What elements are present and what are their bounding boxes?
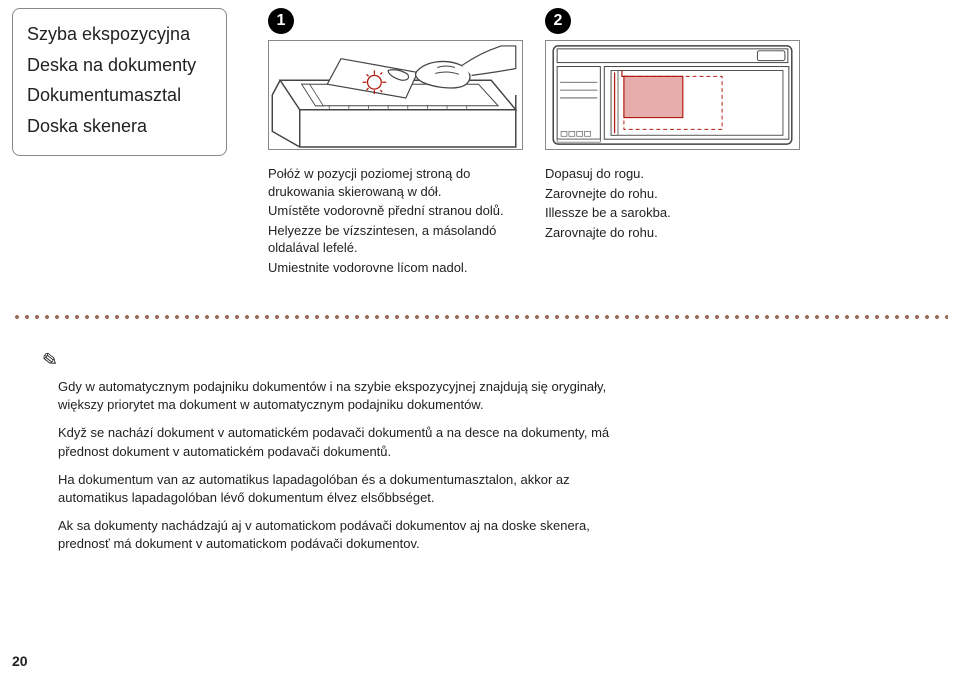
note-paragraph-1: Když se nachází dokument v automatickém …: [58, 424, 618, 460]
callout-box: Szyba ekspozycyjna Deska na dokumenty Do…: [12, 8, 227, 156]
step-1-illustration: [268, 40, 523, 150]
step1-caption-line-2: Helyezze be vízszintesen, a másolandó ol…: [268, 222, 523, 257]
callout-line-1: Deska na dokumenty: [27, 50, 212, 81]
pencil-icon: ✎: [37, 346, 60, 374]
callout-line-3: Doska skenera: [27, 111, 212, 142]
step1-caption-line-0: Połóż w pozycji poziomej stroną do druko…: [268, 165, 523, 200]
step1-caption-line-3: Umiestnite vodorovne lícom nadol.: [268, 259, 523, 277]
step2-caption-line-1: Zarovnejte do rohu.: [545, 185, 800, 203]
step-2-caption: Dopasuj do rogu. Zarovnejte do rohu. Ill…: [545, 165, 800, 243]
note-block: Gdy w automatycznym podajniku dokumentów…: [58, 378, 618, 564]
note-paragraph-0: Gdy w automatycznym podajniku dokumentów…: [58, 378, 618, 414]
step-1-badge: 1: [268, 8, 294, 34]
step2-caption-line-2: Illessze be a sarokba.: [545, 204, 800, 222]
callout-line-2: Dokumentumasztal: [27, 80, 212, 111]
step-1-caption: Połóż w pozycji poziomej stroną do druko…: [268, 165, 523, 278]
step1-caption-line-1: Umístěte vodorovně přední stranou dolů.: [268, 202, 523, 220]
step-1-number: 1: [277, 12, 286, 30]
step2-caption-line-3: Zarovnajte do rohu.: [545, 224, 800, 242]
callout-line-0: Szyba ekspozycyjna: [27, 19, 212, 50]
section-divider-dots: [12, 315, 948, 319]
step2-caption-line-0: Dopasuj do rogu.: [545, 165, 800, 183]
scanner-glass-hand-icon: [269, 41, 522, 149]
step-2-number: 2: [554, 12, 563, 30]
note-paragraph-3: Ak sa dokumenty nachádzajú aj v automati…: [58, 517, 618, 553]
note-paragraph-2: Ha dokumentum van az automatikus lapadag…: [58, 471, 618, 507]
page-number: 20: [12, 653, 28, 669]
step-2-badge: 2: [545, 8, 571, 34]
step-2-illustration: [545, 40, 800, 150]
printer-top-view-icon: [546, 41, 799, 149]
